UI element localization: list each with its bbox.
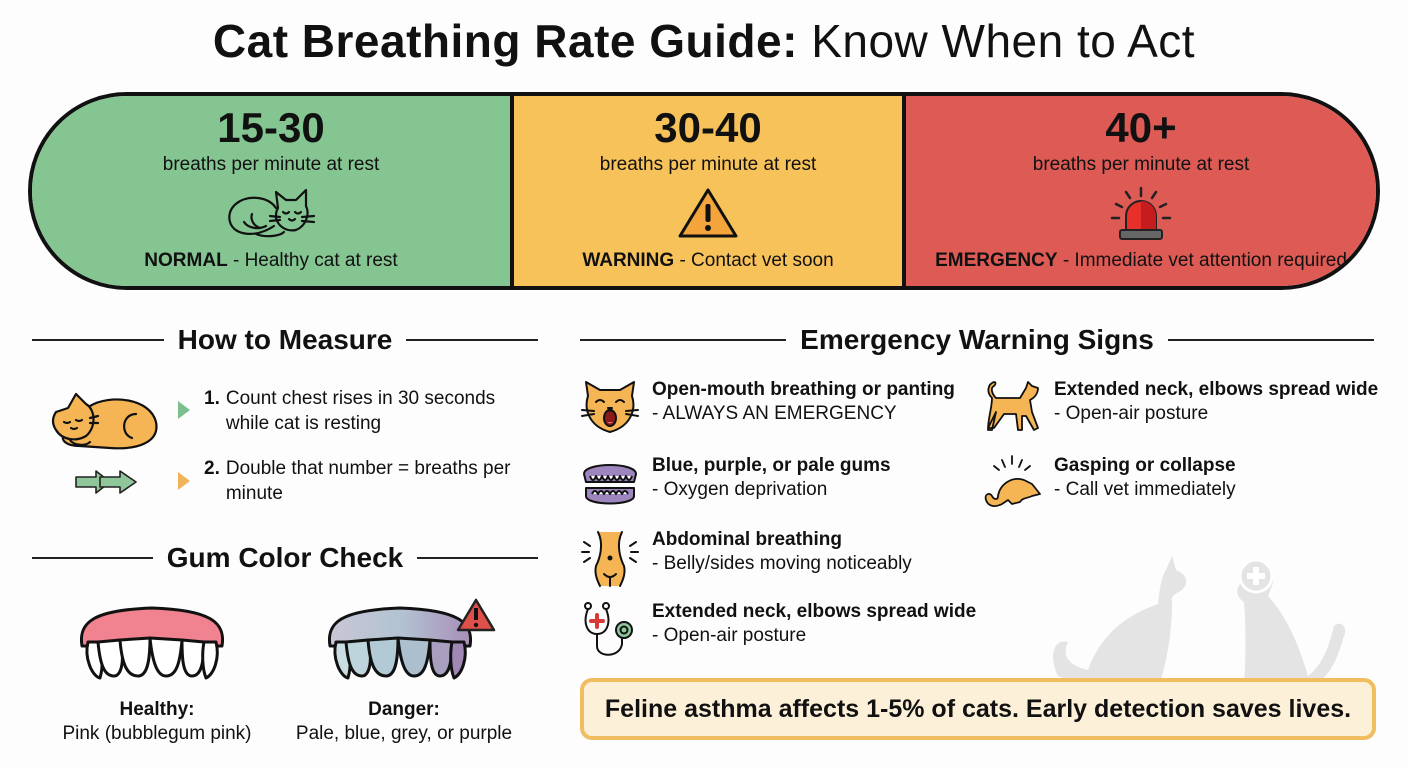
zone-range: 40+ — [1105, 104, 1177, 151]
divider — [32, 557, 153, 559]
zone-unit: breaths per minute at rest — [1032, 154, 1250, 175]
gum-healthy: Healthy: Pink (bubblegum pink) — [52, 698, 262, 746]
siren-icon — [1108, 186, 1174, 247]
sign-desc: - Open-air posture — [652, 625, 807, 646]
warning-triangle-icon — [676, 186, 740, 247]
sign-title: Extended neck, elbows spread wide — [1054, 379, 1379, 400]
zone-desc: - Contact vet soon — [674, 250, 834, 271]
collapsed-cat-icon — [982, 454, 1042, 514]
sign-title: Abdominal breathing — [652, 529, 842, 550]
sign-item-gums: Blue, purple, or pale gums - Oxygen depr… — [580, 454, 891, 514]
sleeping-orange-cat-icon — [50, 390, 160, 457]
sign-item-gasping: Gasping or collapse - Call vet immediate… — [982, 454, 1236, 514]
sign-desc: - ALWAYS AN EMERGENCY — [652, 403, 897, 424]
zone-status: NORMAL - Healthy cat at rest — [32, 250, 510, 272]
sign-desc: - Call vet immediately — [1054, 479, 1236, 500]
sign-desc: - Open-air posture — [1054, 403, 1209, 424]
title-bold: Cat Breathing Rate Guide: — [212, 15, 798, 67]
zone-label: NORMAL — [144, 250, 228, 271]
zone-normal: 15-30 breaths per minute at rest NORMAL … — [32, 96, 510, 286]
sign-item-stethoscope: Extended neck, elbows spread wide - Open… — [580, 600, 976, 660]
gum-desc: Pink (bubblegum pink) — [62, 723, 252, 744]
sign-title: Extended neck, elbows spread wide — [652, 601, 977, 622]
standing-cat-icon — [982, 378, 1042, 438]
banner-text: Feline asthma affects 1-5% of cats. Earl… — [604, 694, 1352, 723]
zone-desc: - Immediate vet attention required — [1057, 250, 1347, 271]
section-heading-signs: Emergency Warning Signs — [580, 324, 1374, 356]
section-heading-measure: How to Measure — [32, 324, 539, 356]
step-text: Double that number = breaths per minute — [225, 458, 511, 504]
measure-step-1: 1. Count chest rises in 30 seconds while… — [204, 386, 514, 436]
measure-heading: How to Measure — [177, 324, 393, 355]
page-title: Cat Breathing Rate Guide: Know When to A… — [0, 14, 1408, 68]
title-regular: Know When to Act — [797, 15, 1196, 67]
asthma-fact-banner: Feline asthma affects 1-5% of cats. Earl… — [580, 678, 1376, 740]
step-number: 1. — [204, 388, 220, 409]
sleeping-cat-icon — [226, 186, 316, 249]
zone-range: 30-40 — [654, 104, 762, 151]
sign-desc: - Belly/sides moving noticeably — [652, 553, 912, 574]
sign-title: Open-mouth breathing or panting — [652, 379, 955, 400]
gum-danger: Danger: Pale, blue, grey, or purple — [286, 698, 522, 746]
sign-item-open-mouth: Open-mouth breathing or panting - ALWAYS… — [580, 378, 955, 438]
step-number: 2. — [204, 458, 220, 479]
measure-step-2: 2. Double that number = breaths per minu… — [204, 456, 524, 506]
divider — [580, 339, 787, 341]
sign-item-extended-neck: Extended neck, elbows spread wide - Open… — [982, 378, 1378, 438]
gum-label: Healthy: — [119, 699, 195, 720]
sign-item-abdominal: Abdominal breathing - Belly/sides moving… — [580, 528, 912, 588]
signs-heading: Emergency Warning Signs — [800, 324, 1154, 355]
zone-warning: 30-40 breaths per minute at rest WARNING… — [510, 96, 902, 286]
section-heading-gums: Gum Color Check — [32, 542, 539, 574]
orange-bullet-icon — [178, 472, 190, 490]
zone-status: EMERGENCY - Immediate vet attention requ… — [906, 250, 1376, 272]
zone-label: EMERGENCY — [935, 250, 1058, 271]
zone-unit: breaths per minute at rest — [599, 154, 817, 175]
vet-cats-watermark-icon — [1048, 546, 1378, 689]
zone-emergency: 40+ breaths per minute at rest EMERGENCY… — [902, 96, 1376, 286]
divider — [32, 339, 164, 341]
divider — [417, 557, 539, 559]
zone-unit: breaths per minute at rest — [162, 154, 380, 175]
breathing-rate-scale: 15-30 breaths per minute at rest NORMAL … — [28, 92, 1380, 290]
gum-label: Danger: — [368, 699, 440, 720]
double-arrow-icon — [74, 468, 140, 501]
zone-range: 15-30 — [217, 104, 325, 151]
belly-icon — [580, 528, 640, 588]
step-text: Count chest rises in 30 seconds while ca… — [225, 388, 496, 434]
stethoscope-icon — [580, 600, 640, 660]
purple-gums-icon — [580, 454, 640, 514]
zone-status: WARNING - Contact vet soon — [514, 250, 902, 272]
sign-title: Blue, purple, or pale gums — [652, 455, 891, 476]
danger-gums-icon — [326, 598, 496, 689]
sign-title: Gasping or collapse — [1054, 455, 1236, 476]
zone-label: WARNING — [582, 250, 675, 271]
gum-desc: Pale, blue, grey, or purple — [295, 723, 513, 744]
panting-cat-face-icon — [580, 378, 640, 438]
divider — [1167, 339, 1374, 341]
zone-desc: - Healthy cat at rest — [227, 250, 398, 271]
green-bullet-icon — [178, 401, 190, 419]
gums-heading: Gum Color Check — [166, 542, 404, 573]
divider — [406, 339, 539, 341]
healthy-gums-icon — [78, 602, 226, 689]
sign-desc: - Oxygen deprivation — [652, 479, 828, 500]
